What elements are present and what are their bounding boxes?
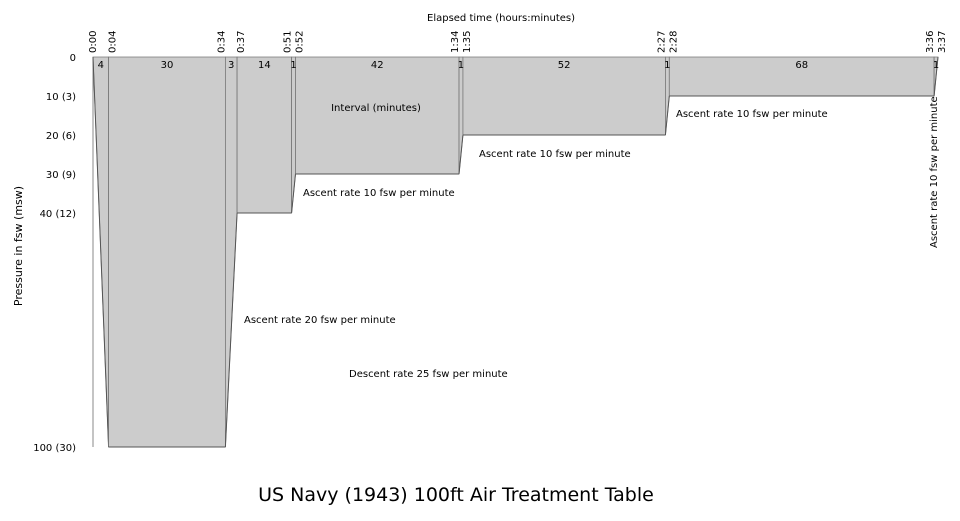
annotation-ascent-30-to-30: Ascent rate 10 fsw per minute <box>303 188 455 199</box>
interval-label: 1 <box>933 60 939 71</box>
annotation-ascent-10-to-10: Ascent rate 10 fsw per minute <box>676 109 828 120</box>
time-tick-label: 3:36 <box>925 31 936 53</box>
profile-line <box>92 56 110 448</box>
time-tick-label: 1:35 <box>462 31 473 53</box>
time-tick-label: 0:37 <box>236 31 247 53</box>
time-tick-label: 1:34 <box>450 31 461 53</box>
time-tick-label: 0:34 <box>216 31 227 53</box>
annotation-ascent-surface: Ascent rate 10 fsw per minute <box>929 96 940 248</box>
time-tick-label: 0:52 <box>294 31 305 53</box>
y-tick-label: 30 (9) <box>46 170 76 181</box>
y-tick-label: 40 (12) <box>40 209 77 220</box>
interval-label: 1 <box>290 60 296 71</box>
y-tick-label: 100 (30) <box>33 443 76 454</box>
annotation-interval: Interval (minutes) <box>331 103 421 114</box>
y-tick-label: 20 (6) <box>46 131 76 142</box>
interval-label: 4 <box>98 60 104 71</box>
annotation-ascent-20fsw: Ascent rate 20 fsw per minute <box>244 315 396 326</box>
interval-label: 14 <box>258 60 271 71</box>
annotation-ascent-20-to-20: Ascent rate 10 fsw per minute <box>479 149 631 160</box>
interval-label: 1 <box>458 60 464 71</box>
interval-label: 30 <box>161 60 174 71</box>
time-tick-label: 0:51 <box>283 31 294 53</box>
profile-line <box>664 95 670 136</box>
time-tick-label: 2:28 <box>668 31 679 53</box>
x-axis-label: Elapsed time (hours:minutes) <box>427 13 575 24</box>
profile-line <box>291 173 296 214</box>
y-tick-label: 10 (3) <box>46 92 76 103</box>
time-tick-label: 0:00 <box>88 31 99 53</box>
annotation-descent: Descent rate 25 fsw per minute <box>349 369 508 380</box>
time-tick-label: 2:27 <box>656 31 667 53</box>
interval-segment <box>295 56 460 175</box>
time-tick-label: 3:37 <box>937 31 948 53</box>
interval-label: 42 <box>371 60 384 71</box>
chart-title: US Navy (1943) 100ft Air Treatment Table <box>258 484 654 506</box>
profile-line <box>224 212 238 448</box>
profile-line <box>933 56 939 97</box>
y-axis-label: Pressure in fsw (msw) <box>12 186 25 306</box>
interval-label: 1 <box>664 60 670 71</box>
interval-label: 52 <box>558 60 571 71</box>
profile-line <box>458 134 464 175</box>
interval-label: 68 <box>795 60 808 71</box>
time-tick-label: 0:04 <box>108 31 119 53</box>
interval-segment <box>236 56 292 214</box>
y-tick-label: 0 <box>70 53 76 64</box>
interval-segment <box>108 56 226 448</box>
interval-label: 3 <box>228 60 234 71</box>
